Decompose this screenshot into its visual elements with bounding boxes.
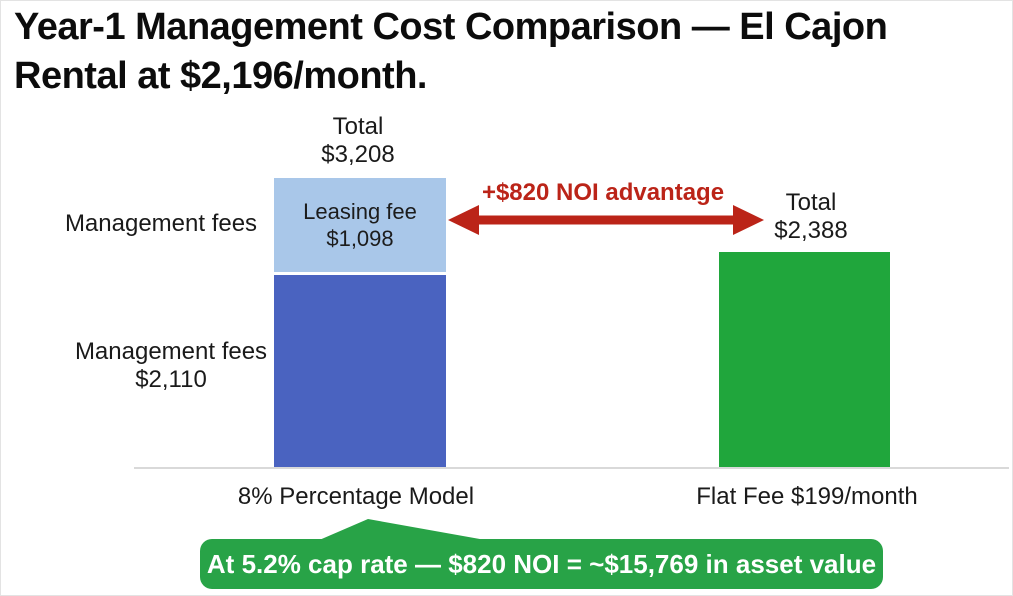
management-fees-value-line2: $2,110 (135, 366, 207, 394)
left-bar-total-value: $3,208 (321, 141, 395, 169)
left-bar-total-label: Total $3,208 (321, 113, 394, 170)
flat-fee-bar (719, 252, 890, 467)
management-fees-value-label: Management fees $2,110 (75, 338, 267, 395)
left-bar-total-word: Total (332, 113, 384, 140)
cap-rate-callout: At 5.2% cap rate — $820 NOI = ~$15,769 i… (200, 539, 883, 589)
right-bar-total-word: Total (785, 189, 837, 216)
chart-title: Year-1 Management Cost Comparison — El C… (14, 6, 888, 97)
right-bar-total-label: Total $2,388 (774, 189, 847, 246)
cap-rate-callout-text: At 5.2% cap rate — $820 NOI = ~$15,769 i… (206, 548, 877, 579)
leasing-fee-label: Leasing fee (303, 198, 417, 224)
right-bar-total-value: $2,388 (774, 217, 848, 245)
category-label-flat-fee: Flat Fee $199/month (696, 483, 918, 510)
x-axis-line (134, 467, 1009, 469)
category-label-percentage-model: 8% Percentage Model (237, 483, 475, 510)
noi-advantage-label: +$820 NOI advantage (481, 179, 725, 206)
double-arrow-icon (448, 205, 764, 235)
management-fees-value-line1: Management fees (74, 338, 268, 365)
management-fees-side-label: Management fees (64, 210, 258, 237)
callout-pointer (317, 519, 491, 541)
management-fees-segment (274, 275, 446, 467)
leasing-fee-segment: Leasing fee $1,098 (274, 178, 446, 272)
leasing-fee-value: $1,098 (326, 226, 394, 251)
